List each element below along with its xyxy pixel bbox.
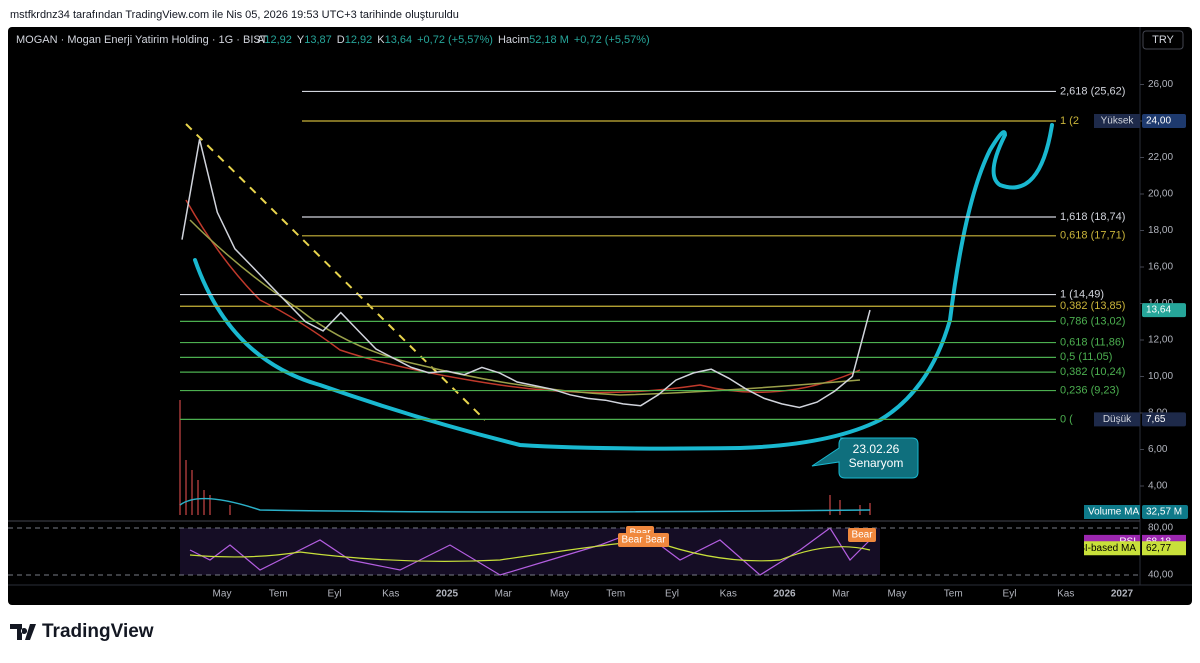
low-badge-box bbox=[1142, 412, 1186, 427]
header-low: 12,92 bbox=[345, 34, 373, 46]
y-tick-label: 10,00 bbox=[1148, 371, 1173, 382]
volume-ma-name-box bbox=[1084, 505, 1140, 519]
low-badge-value: 7,65 bbox=[1146, 414, 1166, 425]
x-tick-label: Mar bbox=[832, 589, 850, 600]
rsi_ma-name: RSI-based MA bbox=[1071, 543, 1136, 554]
rsi-band bbox=[180, 528, 880, 575]
header-volume: 52,18 M bbox=[529, 34, 569, 46]
low-badge-name-box bbox=[1094, 412, 1140, 427]
annotation-text: Senaryom bbox=[849, 456, 904, 470]
fib-label: 2,618 (25,62) bbox=[1060, 85, 1125, 97]
fib-label: 0,236 (9,23) bbox=[1060, 384, 1119, 396]
rsi-tick-label: 80,00 bbox=[1148, 523, 1173, 534]
high-badge-name: Yüksek bbox=[1101, 116, 1135, 127]
low-badge-name: Düşük bbox=[1103, 414, 1132, 425]
brand: TradingView bbox=[42, 621, 154, 642]
header-high-label: Y bbox=[297, 34, 305, 46]
fib-label: 1,618 (18,74) bbox=[1060, 211, 1125, 223]
x-tick-label: 2027 bbox=[1111, 589, 1134, 600]
bear-box bbox=[848, 528, 876, 542]
header-low-label: D bbox=[337, 34, 345, 46]
y-tick-label: 16,00 bbox=[1148, 262, 1173, 273]
x-tick-label: Kas bbox=[720, 589, 737, 600]
fib-label: 1 (14,49) bbox=[1060, 288, 1104, 300]
fib-label: 0,382 (10,24) bbox=[1060, 366, 1125, 378]
bear-box bbox=[618, 533, 646, 547]
header-close: 13,64 bbox=[385, 34, 413, 46]
x-tick-label: Tem bbox=[269, 589, 288, 600]
y-tick-label: 4,00 bbox=[1148, 481, 1168, 492]
y-tick-label: 26,00 bbox=[1148, 79, 1173, 90]
bear-label: Bear bbox=[851, 530, 873, 541]
annotation-box bbox=[811, 437, 919, 479]
last-badge-value: 13,64 bbox=[1146, 305, 1171, 316]
x-tick-label: 2026 bbox=[773, 589, 796, 600]
high-badge-box bbox=[1142, 114, 1186, 128]
header-open-label: A bbox=[257, 34, 265, 46]
x-tick-label: Kas bbox=[382, 589, 399, 600]
x-tick-label: 2025 bbox=[436, 589, 459, 600]
caption: mstfkrdnz34 tarafından TradingView.com i… bbox=[10, 9, 459, 21]
volume-ma-box bbox=[1142, 505, 1188, 519]
rsi-ma-line bbox=[189, 539, 871, 562]
bear-label: Bear bbox=[621, 535, 643, 546]
currency-button[interactable] bbox=[1142, 30, 1184, 50]
header-close-label: K bbox=[377, 34, 385, 46]
y-tick-label: 12,00 bbox=[1148, 335, 1173, 346]
rsi_ma-name-box bbox=[1084, 541, 1140, 556]
rsi_ma-box bbox=[1142, 541, 1186, 556]
trendline bbox=[185, 123, 486, 421]
x-tick-label: Eyl bbox=[665, 589, 679, 600]
fib-label: 0 ( bbox=[1060, 413, 1073, 425]
bear-box bbox=[641, 533, 669, 547]
rsi-tick-label: 40,00 bbox=[1148, 570, 1173, 581]
y-tick-label: 22,00 bbox=[1148, 152, 1173, 163]
last-badge-box bbox=[1142, 303, 1186, 318]
x-tick-label: May bbox=[213, 589, 232, 600]
high-badge-name-box bbox=[1094, 114, 1140, 128]
price-line bbox=[181, 139, 871, 409]
fib-label: 0,618 (11,86) bbox=[1060, 336, 1125, 348]
x-tick-label: Mar bbox=[495, 589, 513, 600]
fib-label: 0,382 (13,85) bbox=[1060, 300, 1125, 312]
currency[interactable]: TRY bbox=[1152, 34, 1174, 46]
y-tick-label: 18,00 bbox=[1148, 225, 1173, 236]
volume-ma-value: 32,57 M bbox=[1146, 507, 1182, 518]
fib-label: 1 (2 bbox=[1060, 115, 1079, 127]
header-high: 13,87 bbox=[304, 34, 332, 46]
logo-icon bbox=[10, 624, 36, 640]
x-tick-label: Kas bbox=[1057, 589, 1074, 600]
x-tick-label: Eyl bbox=[1003, 589, 1017, 600]
y-tick-label: 6,00 bbox=[1148, 444, 1168, 455]
header-volume-label: Hacim bbox=[498, 34, 529, 46]
x-tick-label: Tem bbox=[606, 589, 625, 600]
fib-label: 0,618 (17,71) bbox=[1060, 230, 1125, 242]
ohlc: A 12,92 Y 13,87 D 12,92 K 13,64 +0,72 (+5,57%) Ha… bbox=[257, 34, 650, 46]
rsi_ma-value: 62,77 bbox=[1146, 543, 1171, 554]
x-tick-label: Eyl bbox=[328, 589, 342, 600]
header-change: +0,72 (+5,57%) bbox=[417, 34, 493, 46]
fib-label: 0,5 (11,05) bbox=[1060, 351, 1112, 363]
annotation-date: 23.02.26 bbox=[853, 442, 900, 456]
fib-label: 0,786 (13,02) bbox=[1060, 315, 1125, 327]
x-tick-label: May bbox=[888, 589, 907, 600]
x-tick-label: May bbox=[550, 589, 569, 600]
x-tick-label: Tem bbox=[944, 589, 963, 600]
symbol: MOGAN · Mogan Enerji Yatirim Holding · 1… bbox=[16, 34, 268, 46]
bear-label: Bear bbox=[644, 535, 666, 546]
scenario-curve bbox=[193, 123, 1054, 451]
chart-panel bbox=[8, 27, 1192, 605]
volume-ma-line bbox=[179, 497, 871, 513]
high-badge-value: 24,00 bbox=[1146, 116, 1171, 127]
header-volume-change: +0,72 (+5,57%) bbox=[574, 34, 650, 46]
rsi-line bbox=[189, 527, 871, 576]
volume-ma-name: Volume MA bbox=[1088, 507, 1139, 518]
header-open: 12,92 bbox=[264, 34, 292, 46]
y-tick-label: 20,00 bbox=[1148, 189, 1173, 200]
